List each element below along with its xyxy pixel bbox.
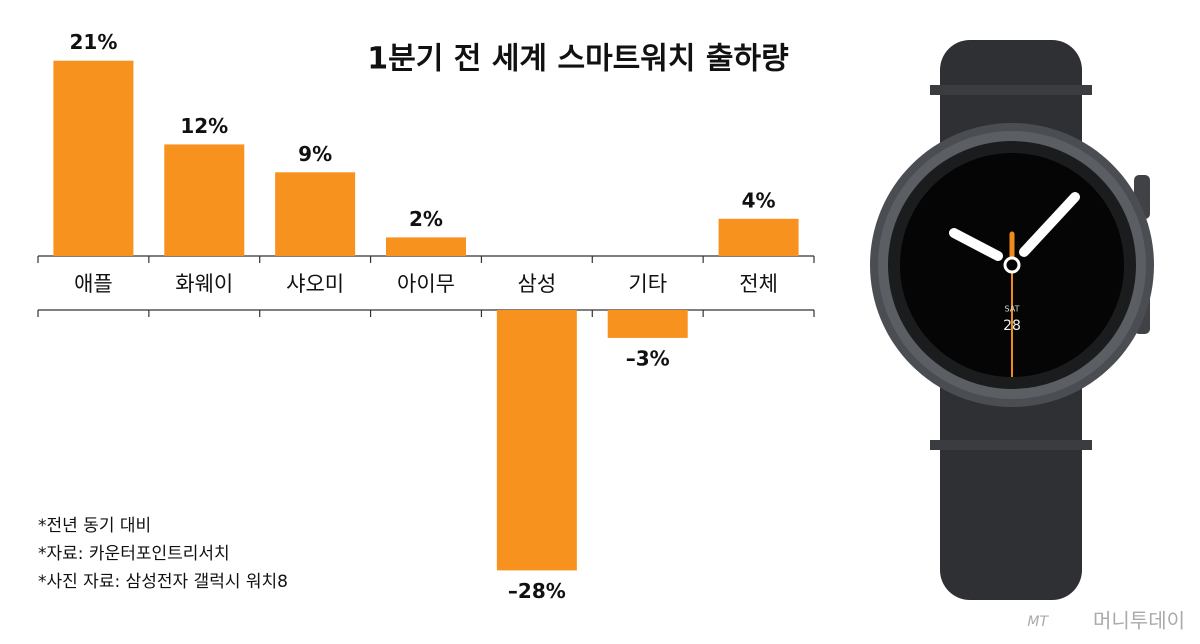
value-label: 4% <box>742 188 776 212</box>
value-label: 2% <box>409 207 443 231</box>
watermark-name: 머니투데이 <box>1093 609 1185 633</box>
x-tick-label: 샤오미 <box>286 272 344 296</box>
watch-image: SAT 28 <box>870 40 1154 600</box>
value-label: –28% <box>508 579 566 603</box>
watch-date: 28 <box>1003 318 1021 334</box>
note: *전년 동기 대비 <box>38 516 151 536</box>
note: *사진 자료: 삼성전자 갤럭시 워치8 <box>38 572 288 592</box>
watch-day: SAT <box>1005 305 1020 314</box>
watermark-brand: MT <box>1027 614 1049 630</box>
value-label: 12% <box>180 114 228 138</box>
x-tick-label: 전체 <box>739 272 778 296</box>
category-separators <box>37 256 815 317</box>
bar <box>386 237 466 256</box>
x-tick-label: 애플 <box>74 272 113 296</box>
value-label: –3% <box>626 346 670 370</box>
bar <box>718 218 799 256</box>
chart-title: 1분기 전 세계 스마트워치 출하량 <box>367 42 789 77</box>
bar <box>164 144 245 256</box>
value-label: 21% <box>69 30 117 54</box>
note: *자료: 카운터포인트리서치 <box>38 544 230 564</box>
x-tick-label: 아이무 <box>397 272 455 296</box>
x-tick-label: 기타 <box>628 272 667 296</box>
bar <box>607 310 688 338</box>
value-label: 9% <box>298 142 332 166</box>
bar <box>496 310 577 571</box>
x-tick-label: 화웨이 <box>175 272 233 296</box>
bar <box>275 172 356 256</box>
x-tick-label: 삼성 <box>518 272 557 296</box>
bar <box>53 60 134 257</box>
